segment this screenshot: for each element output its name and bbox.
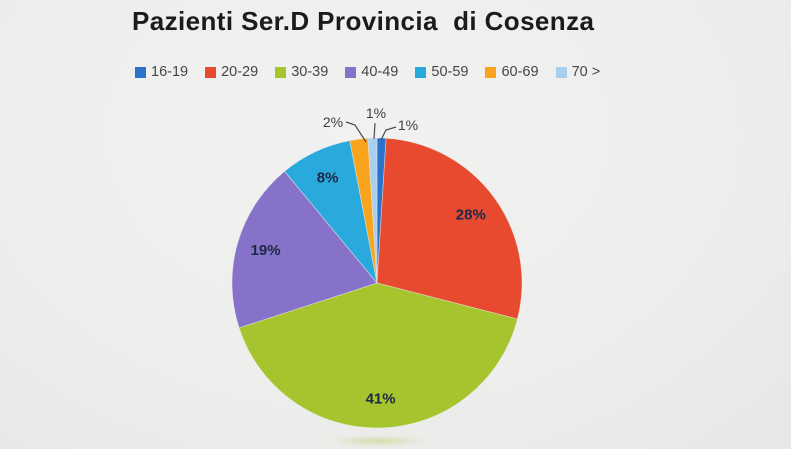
pie-value-label-30-39: 41% bbox=[366, 390, 396, 407]
legend-item-20-29: 20-29 bbox=[205, 64, 258, 80]
chart-legend: 16-19 20-29 30-39 40-49 50-59 60-69 70 > bbox=[135, 64, 600, 80]
legend-item-70: 70 > bbox=[555, 64, 601, 80]
pie-slice-40-49 bbox=[231, 170, 378, 329]
legend-item-30-39: 30-39 bbox=[275, 64, 328, 80]
pie-value-label-60-69: 2% bbox=[323, 114, 343, 130]
pie-value-label-16-19: 1% bbox=[398, 117, 418, 133]
legend-label: 70 > bbox=[571, 64, 601, 80]
photo-reflection-artifact bbox=[328, 436, 428, 446]
legend-label: 20-29 bbox=[221, 64, 259, 80]
legend-swatch bbox=[275, 66, 287, 78]
legend-swatch bbox=[555, 66, 567, 78]
legend-swatch bbox=[415, 66, 427, 78]
chart-title: Pazienti Ser.D Provincia di Cosenza bbox=[132, 6, 595, 36]
legend-item-60-69: 60-69 bbox=[485, 64, 539, 80]
legend-label: 50-59 bbox=[431, 64, 469, 80]
pie-slice-70 bbox=[367, 137, 378, 284]
pie-value-label-50-59: 8% bbox=[317, 170, 339, 187]
leader-line-70 bbox=[373, 122, 376, 140]
legend-item-40-49: 40-49 bbox=[345, 64, 398, 80]
legend-label: 16-19 bbox=[151, 64, 189, 80]
pie-value-label-40-49: 19% bbox=[251, 242, 281, 259]
legend-label: 60-69 bbox=[501, 64, 539, 80]
legend-swatch bbox=[345, 66, 357, 78]
pie-value-label-70: 1% bbox=[366, 105, 386, 121]
legend-label: 30-39 bbox=[291, 64, 329, 80]
legend-swatch bbox=[205, 66, 217, 78]
legend-swatch bbox=[135, 66, 146, 78]
pie-value-label-20-29: 28% bbox=[456, 206, 486, 223]
legend-item-50-59: 50-59 bbox=[415, 64, 468, 80]
leader-line-16-19 bbox=[380, 126, 397, 141]
legend-label: 40-49 bbox=[361, 64, 399, 80]
pie-slice-30-39 bbox=[238, 282, 518, 429]
pie-slice-20-29 bbox=[376, 137, 523, 320]
legend-item-16-19: 16-19 bbox=[135, 64, 188, 80]
legend-swatch bbox=[485, 66, 497, 78]
leader-line-60-69 bbox=[345, 121, 367, 143]
